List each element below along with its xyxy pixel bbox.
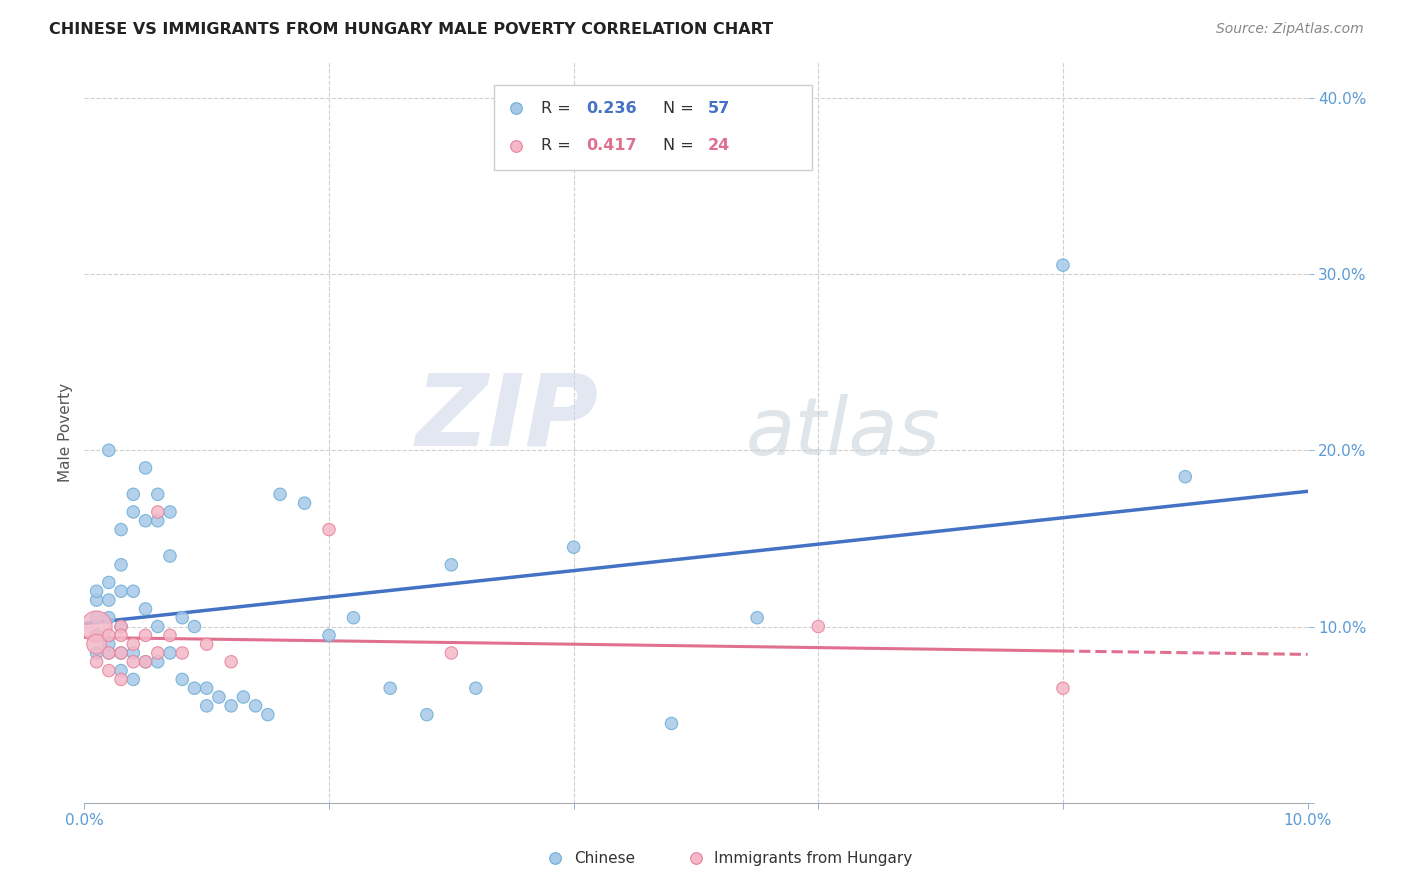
Point bbox=[110, 628, 132, 642]
Point bbox=[1174, 469, 1197, 483]
Point bbox=[110, 619, 132, 633]
Text: N =: N = bbox=[664, 138, 699, 153]
Point bbox=[110, 646, 132, 660]
Text: R =: R = bbox=[541, 138, 575, 153]
Point bbox=[183, 681, 205, 696]
Text: 0.417: 0.417 bbox=[586, 138, 637, 153]
Text: 57: 57 bbox=[709, 101, 731, 116]
Point bbox=[97, 575, 120, 590]
Point bbox=[1052, 258, 1074, 272]
Point bbox=[146, 487, 169, 501]
Point bbox=[380, 681, 402, 696]
Point bbox=[122, 655, 145, 669]
Point bbox=[110, 646, 132, 660]
Point bbox=[86, 619, 108, 633]
Point bbox=[97, 443, 120, 458]
Point bbox=[1052, 681, 1074, 696]
Point bbox=[159, 505, 181, 519]
Point bbox=[97, 610, 120, 624]
Point bbox=[464, 681, 486, 696]
Text: CHINESE VS IMMIGRANTS FROM HUNGARY MALE POVERTY CORRELATION CHART: CHINESE VS IMMIGRANTS FROM HUNGARY MALE … bbox=[49, 22, 773, 37]
Point bbox=[110, 523, 132, 537]
Point bbox=[159, 646, 181, 660]
Text: Immigrants from Hungary: Immigrants from Hungary bbox=[714, 851, 912, 866]
Point bbox=[110, 673, 132, 687]
Text: Source: ZipAtlas.com: Source: ZipAtlas.com bbox=[1216, 22, 1364, 37]
Point bbox=[232, 690, 254, 704]
Text: N =: N = bbox=[664, 101, 699, 116]
Y-axis label: Male Poverty: Male Poverty bbox=[58, 383, 73, 483]
Point bbox=[135, 655, 157, 669]
Point bbox=[122, 505, 145, 519]
Point bbox=[110, 584, 132, 599]
Point bbox=[219, 655, 242, 669]
Point bbox=[122, 584, 145, 599]
Point bbox=[195, 637, 218, 651]
Point bbox=[97, 628, 120, 642]
Point bbox=[110, 558, 132, 572]
Point bbox=[86, 655, 108, 669]
Point bbox=[122, 646, 145, 660]
Point bbox=[97, 646, 120, 660]
Text: 0.236: 0.236 bbox=[586, 101, 637, 116]
Text: Chinese: Chinese bbox=[574, 851, 634, 866]
Point bbox=[97, 664, 120, 678]
Text: ZIP: ZIP bbox=[415, 369, 598, 467]
Point bbox=[195, 681, 218, 696]
Point bbox=[86, 584, 108, 599]
Point bbox=[135, 602, 157, 616]
Point bbox=[219, 698, 242, 713]
Point bbox=[110, 664, 132, 678]
Point bbox=[86, 593, 108, 607]
Point bbox=[807, 619, 830, 633]
Point bbox=[122, 487, 145, 501]
Point bbox=[146, 619, 169, 633]
Point bbox=[208, 690, 231, 704]
Point bbox=[747, 610, 769, 624]
Point bbox=[122, 637, 145, 651]
Point bbox=[342, 610, 364, 624]
Point bbox=[269, 487, 291, 501]
Point bbox=[159, 628, 181, 642]
Point bbox=[257, 707, 280, 722]
Point bbox=[86, 628, 108, 642]
Text: atlas: atlas bbox=[745, 393, 941, 472]
Text: R =: R = bbox=[541, 101, 575, 116]
Point bbox=[146, 505, 169, 519]
Point bbox=[97, 646, 120, 660]
Point bbox=[86, 610, 108, 624]
Point bbox=[135, 461, 157, 475]
Point bbox=[172, 610, 194, 624]
Point bbox=[97, 593, 120, 607]
Point bbox=[661, 716, 683, 731]
FancyBboxPatch shape bbox=[494, 85, 813, 169]
Point bbox=[86, 646, 108, 660]
Point bbox=[146, 646, 169, 660]
Point bbox=[135, 655, 157, 669]
Point bbox=[122, 673, 145, 687]
Point bbox=[195, 698, 218, 713]
Point bbox=[440, 558, 463, 572]
Point bbox=[416, 707, 439, 722]
Point bbox=[146, 655, 169, 669]
Point bbox=[245, 698, 267, 713]
Point bbox=[183, 619, 205, 633]
Point bbox=[294, 496, 316, 510]
Point bbox=[97, 637, 120, 651]
Point bbox=[135, 514, 157, 528]
Point bbox=[110, 619, 132, 633]
Text: 24: 24 bbox=[709, 138, 731, 153]
Point bbox=[318, 523, 340, 537]
Point bbox=[146, 514, 169, 528]
Point bbox=[440, 646, 463, 660]
Point bbox=[172, 646, 194, 660]
Point bbox=[172, 673, 194, 687]
Point bbox=[135, 628, 157, 642]
Point bbox=[318, 628, 340, 642]
Point bbox=[562, 540, 585, 554]
Point bbox=[86, 637, 108, 651]
Point bbox=[159, 549, 181, 563]
